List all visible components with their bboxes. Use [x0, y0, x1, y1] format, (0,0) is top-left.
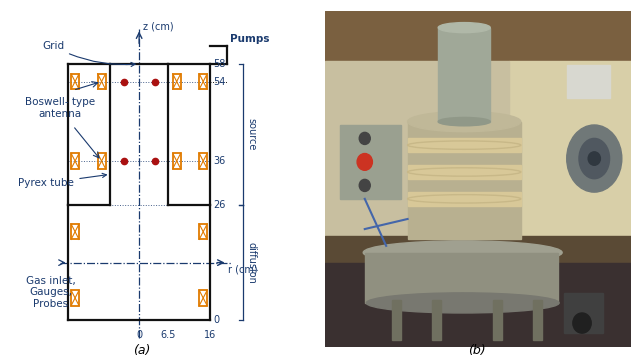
Bar: [199, 224, 207, 239]
Bar: [365, 253, 558, 303]
Text: 16: 16: [204, 330, 216, 340]
Bar: [71, 74, 79, 89]
Bar: [432, 300, 441, 340]
Text: Pumps: Pumps: [230, 34, 269, 44]
Bar: [408, 192, 521, 205]
Ellipse shape: [567, 125, 622, 192]
Bar: [325, 263, 631, 347]
Text: (a): (a): [133, 344, 151, 357]
Bar: [340, 125, 401, 199]
Text: 58: 58: [213, 59, 226, 69]
Bar: [199, 153, 207, 169]
Circle shape: [359, 179, 370, 191]
Text: source: source: [247, 118, 256, 151]
Text: Grid: Grid: [42, 41, 135, 66]
Bar: [98, 74, 105, 89]
Ellipse shape: [363, 241, 562, 264]
Text: Gas inlet,
Gauges,
Probes: Gas inlet, Gauges, Probes: [26, 276, 76, 309]
Text: 54: 54: [213, 77, 226, 87]
Text: 0: 0: [136, 330, 142, 340]
Bar: [408, 165, 521, 179]
Ellipse shape: [438, 23, 490, 32]
Ellipse shape: [438, 117, 490, 126]
Ellipse shape: [588, 152, 601, 165]
Text: diffusion: diffusion: [247, 242, 256, 283]
Text: 6.5: 6.5: [160, 330, 175, 340]
Bar: [533, 300, 542, 340]
Bar: [325, 236, 631, 263]
Bar: [567, 65, 610, 98]
Bar: [199, 74, 207, 89]
Text: Pyrex tube: Pyrex tube: [18, 173, 107, 188]
Bar: [408, 122, 521, 239]
Bar: [199, 290, 207, 306]
Text: 26: 26: [213, 200, 226, 210]
Text: (b): (b): [468, 344, 485, 357]
Ellipse shape: [366, 293, 559, 313]
Bar: [71, 290, 79, 306]
Text: 0: 0: [213, 315, 220, 325]
Bar: [408, 138, 521, 152]
Bar: [173, 153, 180, 169]
Bar: [173, 74, 180, 89]
Ellipse shape: [408, 112, 521, 132]
Circle shape: [573, 313, 591, 333]
Ellipse shape: [579, 138, 610, 179]
Bar: [509, 61, 631, 246]
Text: z (cm): z (cm): [143, 21, 174, 31]
Bar: [71, 153, 79, 169]
Bar: [563, 293, 603, 333]
Bar: [493, 300, 502, 340]
Bar: [392, 300, 401, 340]
Circle shape: [359, 132, 370, 144]
Bar: [438, 27, 490, 122]
Bar: [325, 61, 509, 246]
Circle shape: [357, 153, 372, 170]
Bar: [325, 11, 631, 71]
Text: Boswell- type
antenna: Boswell- type antenna: [25, 97, 95, 119]
Text: r (cm): r (cm): [228, 265, 258, 275]
Bar: [71, 224, 79, 239]
Text: 36: 36: [213, 156, 226, 166]
Bar: [98, 153, 105, 169]
